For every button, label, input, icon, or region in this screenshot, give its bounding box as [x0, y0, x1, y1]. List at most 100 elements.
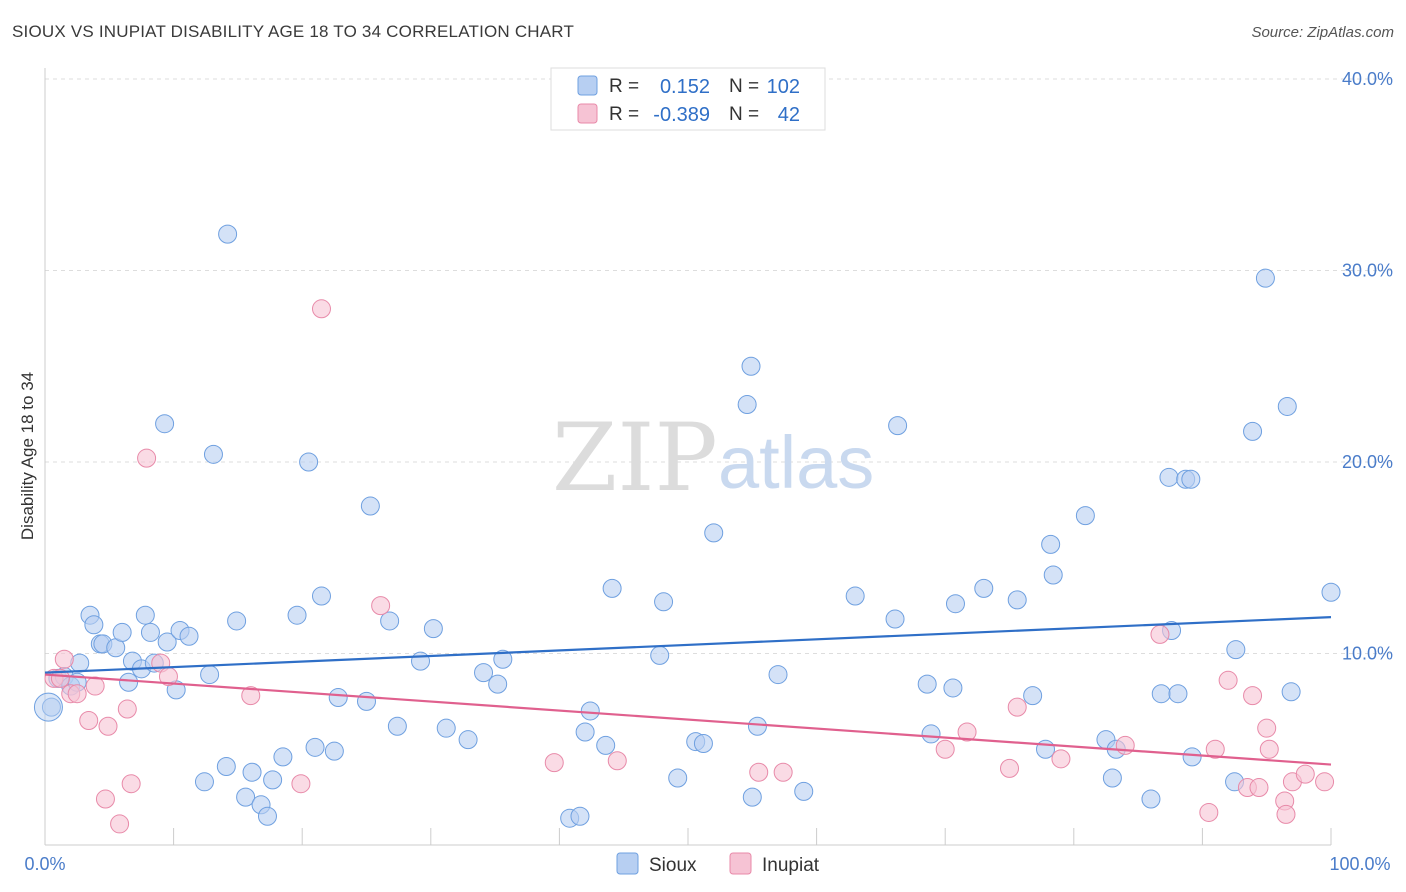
data-point-sioux — [488, 674, 508, 694]
trend-line-inupiat — [44, 673, 1332, 766]
data-point-sioux — [921, 724, 941, 744]
data-point-sioux — [1036, 739, 1056, 759]
data-point-sioux — [387, 716, 407, 736]
data-point-inupiat — [98, 716, 118, 736]
data-point-sioux — [1102, 768, 1122, 788]
correlation-legend: R = 0.152 N = 102 R = -0.389 N = 42 — [550, 67, 826, 131]
data-point-sioux — [1243, 421, 1263, 441]
data-point-sioux — [693, 734, 713, 754]
data-point-sioux — [328, 688, 348, 708]
data-point-sioux — [974, 578, 994, 598]
bottom-legend-swatch-sioux — [616, 852, 639, 875]
data-point-sioux — [423, 619, 443, 639]
data-point-sioux — [299, 452, 319, 472]
data-point-sioux — [194, 772, 214, 792]
data-point-inupiat — [121, 774, 141, 794]
data-point-inupiat — [137, 448, 157, 468]
data-point-sioux — [436, 718, 456, 738]
data-point-sioux — [945, 594, 965, 614]
bottom-legend-label-sioux: Sioux — [649, 855, 697, 876]
chart-title: SIOUX VS INUPIAT DISABILITY AGE 18 TO 34… — [12, 22, 575, 41]
data-point-sioux — [305, 737, 325, 757]
data-point-sioux — [596, 735, 616, 755]
data-point-inupiat — [50, 668, 70, 688]
data-point-inupiat — [371, 596, 391, 616]
data-point-sioux — [273, 747, 293, 767]
data-point-sioux — [580, 701, 600, 721]
data-point-sioux — [218, 224, 238, 244]
data-point-inupiat — [67, 684, 87, 704]
data-point-cluster — [33, 692, 63, 722]
data-point-inupiat — [79, 711, 99, 731]
data-point-inupiat — [1315, 772, 1335, 792]
data-point-inupiat — [957, 722, 977, 742]
y-tick-label: 10.0% — [1342, 644, 1393, 664]
data-point-sioux — [1007, 590, 1027, 610]
data-point-sioux — [360, 496, 380, 516]
data-point-inupiat — [1051, 749, 1071, 769]
data-point-sioux — [1277, 396, 1297, 416]
data-point-sioux — [493, 649, 513, 669]
data-point-sioux — [1182, 747, 1202, 767]
data-point-sioux — [236, 787, 256, 807]
bottom-legend-label-inupiat: Inupiat — [762, 855, 820, 876]
data-point-sioux — [888, 416, 908, 436]
data-point-sioux — [1159, 467, 1179, 487]
data-point-sioux — [1321, 582, 1341, 602]
data-point-inupiat — [1115, 735, 1135, 755]
data-point-sioux — [179, 626, 199, 646]
data-point-inupiat — [1218, 670, 1238, 690]
data-point-inupiat — [117, 699, 137, 719]
legend-swatch-inupiat — [577, 103, 598, 124]
data-point-inupiat — [544, 753, 564, 773]
legend-n-value-inupiat: 42 — [778, 104, 800, 126]
data-point-sioux — [794, 781, 814, 801]
data-point-inupiat — [935, 739, 955, 759]
legend-n-label-sioux: N = — [729, 76, 759, 97]
legend-r-value-inupiat: -0.389 — [653, 104, 710, 126]
data-point-sioux — [602, 578, 622, 598]
data-point-inupiat — [607, 751, 627, 771]
data-point-sioux — [768, 665, 788, 685]
data-point-sioux — [119, 672, 139, 692]
data-point-sioux — [747, 716, 767, 736]
data-point-sioux — [263, 770, 283, 790]
data-point-inupiat — [1276, 804, 1296, 824]
data-point-inupiat — [773, 762, 793, 782]
legend-r-label-inupiat: R = — [609, 104, 639, 125]
data-point-sioux — [357, 691, 376, 711]
data-point-inupiat — [291, 774, 311, 794]
legend-n-value-sioux: 102 — [767, 76, 800, 98]
y-axis-title: Disability Age 18 to 34 — [18, 372, 37, 540]
y-tick-label: 20.0% — [1342, 452, 1393, 472]
data-point-sioux — [741, 356, 761, 376]
data-point-sioux — [203, 444, 223, 464]
y-tick-label: 40.0% — [1342, 69, 1393, 89]
data-point-sioux — [650, 645, 670, 665]
watermark-atlas: atlas — [718, 421, 874, 504]
legend-swatch-sioux — [577, 75, 598, 96]
data-point-sioux — [1281, 682, 1301, 702]
series-inupiat — [44, 299, 1335, 834]
source-credit: Source: ZipAtlas.com — [1251, 24, 1394, 41]
data-point-inupiat — [1000, 758, 1019, 778]
data-point-inupiat — [1249, 778, 1269, 798]
data-point-sioux — [1023, 686, 1043, 706]
watermark-zip: ZIP — [552, 404, 718, 513]
data-point-sioux — [1255, 268, 1275, 288]
data-point-sioux — [654, 592, 674, 612]
trend-line-sioux — [44, 616, 1332, 674]
data-point-sioux — [135, 605, 155, 625]
data-point-inupiat — [1205, 739, 1225, 759]
data-point-sioux — [474, 663, 494, 683]
data-point-sioux — [227, 611, 247, 631]
data-point-sioux — [917, 674, 937, 694]
data-point-inupiat — [1295, 764, 1315, 784]
data-point-sioux — [84, 615, 104, 635]
data-point-inupiat — [1150, 624, 1170, 644]
x-ticks — [44, 828, 1332, 845]
x-tick-label-min: 0.0% — [24, 854, 65, 874]
y-tick-labels: 10.0% 20.0% 30.0% 40.0% — [1342, 69, 1393, 664]
data-point-inupiat — [1243, 686, 1263, 706]
data-point-sioux — [1226, 640, 1246, 660]
